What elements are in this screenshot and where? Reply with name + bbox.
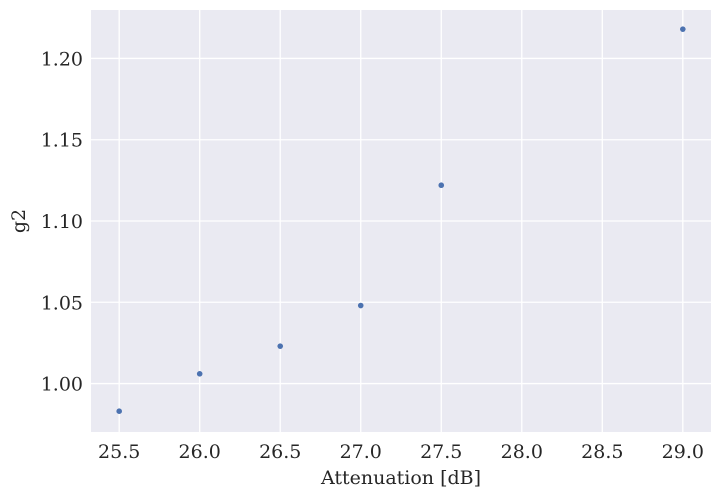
x-tick-label: 27.0 [340,441,382,463]
y-tick-label: 1.05 [41,292,83,314]
x-tick-label: 26.0 [179,441,221,463]
x-tick-label: 29.0 [662,441,704,463]
y-axis-label: g2 [8,209,30,233]
x-axis-label: Attenuation [dB] [320,467,481,489]
y-tick-label: 1.15 [41,130,83,152]
scatter-point [277,343,284,349]
x-tick-label: 26.5 [259,441,301,463]
scatter-point [196,371,203,377]
y-tick-label: 1.20 [41,48,83,70]
scatter-point [357,302,364,309]
x-tick-label: 28.5 [581,441,623,463]
x-tick-label: 28.0 [501,441,543,463]
x-tick-label: 25.5 [98,441,140,463]
scatter-point [116,408,122,414]
x-tick-label: 27.5 [420,441,462,463]
y-tick-label: 1.00 [41,374,83,396]
scatter-point [438,182,445,189]
scatter-point [680,26,686,32]
y-tick-label: 1.10 [41,211,83,233]
